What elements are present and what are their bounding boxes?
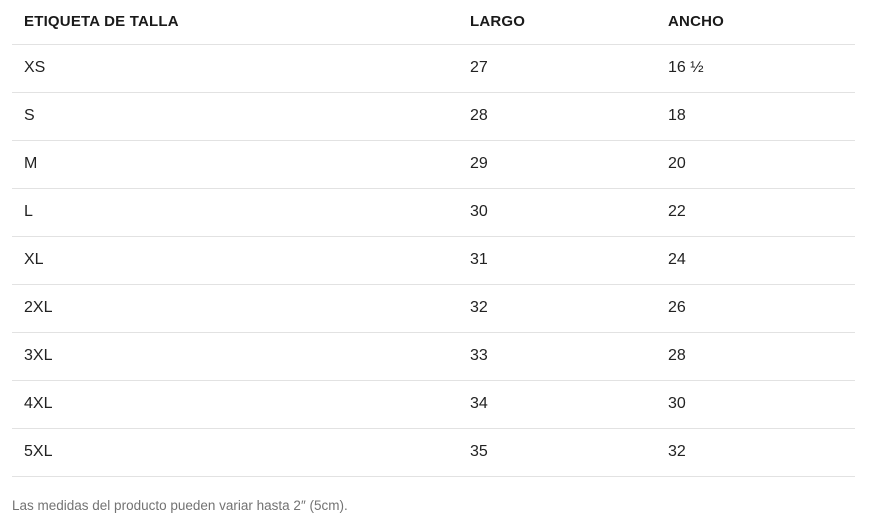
table-row: 3XL 33 28 [12,332,855,381]
size-label-cell: 3XL [12,332,470,381]
table-row: XL 31 24 [12,236,855,285]
largo-cell: 27 [470,44,668,93]
table-row: 4XL 34 30 [12,380,855,429]
largo-cell: 33 [470,332,668,381]
size-label-cell: XS [12,44,470,93]
largo-cell: 32 [470,284,668,333]
largo-cell: 28 [470,92,668,141]
table-row: S 28 18 [12,92,855,141]
size-label-cell: XL [12,236,470,285]
size-label-cell: 4XL [12,380,470,429]
table-row: XS 27 16 ½ [12,44,855,93]
size-label-cell: M [12,140,470,189]
largo-cell: 35 [470,428,668,477]
size-label-cell: L [12,188,470,237]
table-header-row: ETIQUETA DE TALLA LARGO ANCHO [12,0,855,45]
size-table-body: XS 27 16 ½ S 28 18 M 29 20 L 30 22 XL 31 [12,44,855,477]
table-row: L 30 22 [12,188,855,237]
ancho-cell: 22 [668,188,855,237]
ancho-cell: 18 [668,92,855,141]
ancho-cell: 28 [668,332,855,381]
ancho-cell: 32 [668,428,855,477]
ancho-cell: 16 ½ [668,44,855,93]
ancho-cell: 24 [668,236,855,285]
ancho-cell: 20 [668,140,855,189]
size-chart-table: ETIQUETA DE TALLA LARGO ANCHO XS 27 16 ½… [12,0,855,477]
table-row: 2XL 32 26 [12,284,855,333]
column-header-ancho: ANCHO [668,0,855,45]
measurement-disclaimer: Las medidas del producto pueden variar h… [12,497,348,513]
largo-cell: 31 [470,236,668,285]
table-row: M 29 20 [12,140,855,189]
size-label-cell: 5XL [12,428,470,477]
table-row: 5XL 35 32 [12,428,855,477]
largo-cell: 34 [470,380,668,429]
ancho-cell: 30 [668,380,855,429]
ancho-cell: 26 [668,284,855,333]
largo-cell: 29 [470,140,668,189]
size-label-cell: S [12,92,470,141]
column-header-size-label: ETIQUETA DE TALLA [12,0,470,45]
column-header-largo: LARGO [470,0,668,45]
size-label-cell: 2XL [12,284,470,333]
largo-cell: 30 [470,188,668,237]
